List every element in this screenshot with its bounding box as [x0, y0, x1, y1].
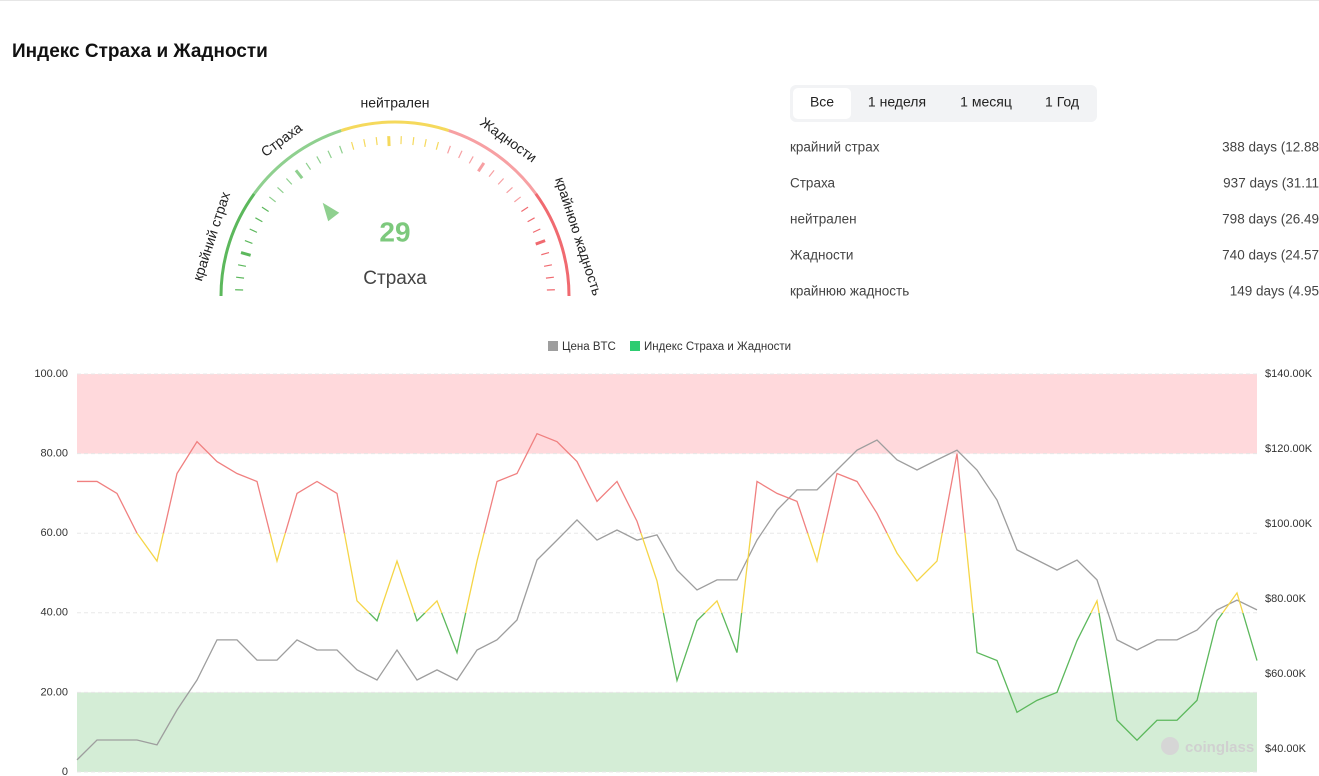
stat-name: крайний страх — [790, 140, 880, 155]
tab[interactable]: Все — [810, 94, 834, 110]
gauge-tick — [447, 145, 451, 154]
gauge-tick — [497, 178, 505, 185]
gauge-zone-label: крайний страх — [189, 190, 233, 283]
gauge-tick — [535, 239, 546, 246]
gauge-tick — [255, 217, 263, 223]
gauge-tick — [513, 196, 522, 203]
gauge-tick — [424, 138, 427, 148]
gauge-needle — [322, 202, 340, 222]
watermark-icon — [1161, 737, 1179, 755]
tab[interactable]: 1 месяц — [960, 94, 1012, 110]
legend-swatch — [630, 341, 640, 351]
y2-tick-label: $80.00K — [1265, 593, 1307, 605]
gauge-arc — [219, 192, 256, 297]
gauge-tick — [363, 138, 366, 148]
y2-tick-label: $140.00K — [1265, 368, 1313, 380]
gauge-tick — [277, 186, 284, 194]
series-line — [76, 439, 1258, 761]
stat-name: крайнюю жадность — [790, 284, 909, 299]
gauge-tick — [339, 145, 343, 154]
gauge-tick — [412, 137, 415, 146]
y2-tick-label: $100.00K — [1265, 518, 1313, 530]
stat-value: 149 days (4.95 — [1230, 284, 1319, 299]
gauge-tick — [527, 217, 535, 223]
gauge-tick — [237, 264, 247, 267]
stat-value: 937 days (31.11 — [1223, 176, 1319, 191]
gauge-tick — [543, 264, 553, 267]
gauge-tick — [244, 240, 253, 244]
y-tick-label: 60.00 — [40, 527, 68, 539]
gauge-arc — [253, 129, 342, 195]
y2-tick-label: $40.00K — [1265, 743, 1307, 755]
zone-band — [77, 692, 1257, 772]
gauge-tick — [506, 186, 513, 194]
gauge-arc — [534, 192, 571, 297]
legend-swatch — [548, 341, 558, 351]
gauge-tick — [268, 196, 277, 203]
gauge-tick — [240, 251, 252, 257]
gauge-tick — [261, 206, 269, 213]
stat-name: нейтрален — [790, 212, 857, 227]
gauge-zone-label: Жадности — [477, 114, 540, 166]
gauge-tick — [532, 228, 541, 233]
gauge-tick — [545, 276, 554, 279]
gauge-tick — [477, 162, 486, 173]
gauge-tick — [458, 150, 463, 159]
gauge-tick — [521, 206, 529, 213]
gauge-zone-label: нейтрален — [360, 95, 429, 111]
y-tick-label: 100.00 — [34, 368, 68, 380]
tab[interactable]: 1 Год — [1045, 94, 1079, 110]
gauge-tick — [249, 228, 258, 233]
y-tick-label: 40.00 — [40, 607, 68, 619]
tab-active-bg — [793, 88, 851, 119]
gauge-tick — [305, 162, 312, 170]
gauge-arc — [448, 129, 537, 195]
gauge-tick — [350, 141, 355, 150]
y2-tick-label: $120.00K — [1265, 443, 1313, 455]
gauge-tick — [488, 169, 495, 178]
series-line — [77, 432, 1258, 742]
gauge-value: 29 — [379, 216, 410, 247]
tab[interactable]: 1 неделя — [868, 94, 926, 110]
zone-band — [77, 374, 1257, 454]
stat-value: 740 days (24.57 — [1222, 248, 1319, 263]
gauge-tick — [316, 156, 322, 164]
y-tick-label: 80.00 — [40, 448, 68, 460]
gauge-zone-label: Страха — [258, 119, 305, 160]
legend-label: Цена BTC — [562, 341, 616, 353]
y2-tick-label: $60.00K — [1265, 668, 1307, 680]
gauge-tick — [468, 156, 474, 164]
y-tick-label: 20.00 — [40, 686, 68, 698]
gauge-tick — [435, 141, 440, 150]
gauge-tick — [285, 178, 293, 185]
gauge-arc — [340, 120, 450, 132]
gauge-label: Страха — [363, 268, 427, 289]
legend-label: Индекс Страха и Жадности — [644, 341, 791, 353]
stat-value: 798 days (26.49 — [1222, 212, 1319, 227]
y-tick-label: 0 — [62, 766, 68, 776]
stat-name: Страха — [790, 176, 836, 191]
gauge-tick — [294, 169, 304, 180]
watermark: coinglass — [1185, 739, 1254, 756]
tab-bar — [790, 85, 1097, 122]
stat-name: Жадности — [790, 248, 853, 263]
gauge-tick — [236, 276, 245, 279]
stat-value: 388 days (12.88 — [1222, 140, 1319, 155]
gauge-tick — [541, 251, 550, 256]
gauge-tick — [375, 137, 378, 146]
page-title: Индекс Страха и Жадности — [12, 41, 268, 62]
gauge-tick — [327, 150, 332, 159]
